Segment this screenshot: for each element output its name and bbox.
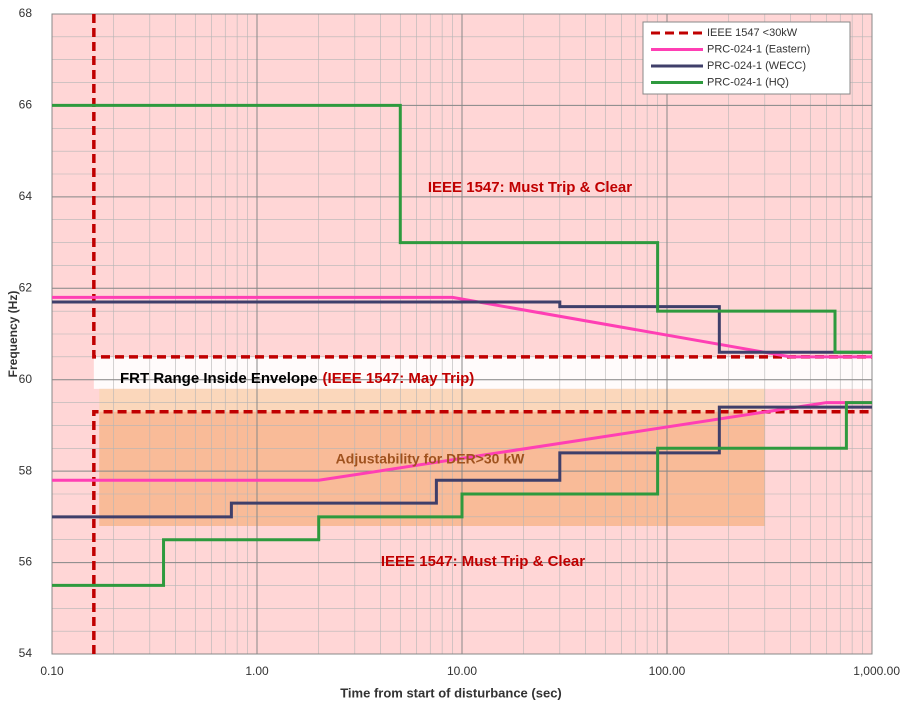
series-line bbox=[92, 14, 872, 654]
y-tick-label: 56 bbox=[19, 555, 33, 569]
legend-label: IEEE 1547 <30kW bbox=[707, 27, 798, 39]
x-tick-label: 1,000.00 bbox=[853, 664, 900, 678]
legend-label: PRC-024-1 (WECC) bbox=[707, 60, 806, 72]
shaded-band bbox=[93, 356, 872, 389]
annotation: (IEEE 1547: May Trip) bbox=[323, 370, 475, 387]
annotation: IEEE 1547: Must Trip & Clear bbox=[381, 553, 585, 570]
series-line bbox=[52, 300, 872, 519]
x-tick-label: 0.10 bbox=[40, 664, 64, 678]
shaded-band bbox=[99, 411, 765, 526]
x-tick-label: 100.00 bbox=[649, 664, 686, 678]
annotation: Adjustability for DER>30 kW bbox=[336, 451, 525, 467]
y-tick-label: 62 bbox=[19, 280, 33, 294]
annotation: IEEE 1547: Must Trip & Clear bbox=[428, 179, 632, 196]
y-tick-label: 64 bbox=[19, 189, 33, 203]
y-tick-label: 66 bbox=[19, 98, 33, 112]
y-tick-label: 58 bbox=[19, 463, 33, 477]
x-axis-label: Time from start of disturbance (sec) bbox=[340, 685, 562, 700]
x-tick-label: 10.00 bbox=[447, 664, 477, 678]
legend-label: PRC-024-1 (HQ) bbox=[707, 76, 789, 88]
series-line bbox=[52, 103, 872, 587]
y-tick-label: 54 bbox=[19, 646, 33, 660]
legend-label: PRC-024-1 (Eastern) bbox=[707, 43, 810, 55]
plot-border bbox=[51, 13, 873, 655]
y-axis-label: Frequency (Hz) bbox=[6, 291, 20, 378]
x-tick-label: 1.00 bbox=[245, 664, 269, 678]
annotation: FRT Range Inside Envelope bbox=[120, 370, 318, 387]
y-tick-label: 68 bbox=[19, 6, 33, 20]
y-tick-label: 60 bbox=[19, 372, 33, 386]
